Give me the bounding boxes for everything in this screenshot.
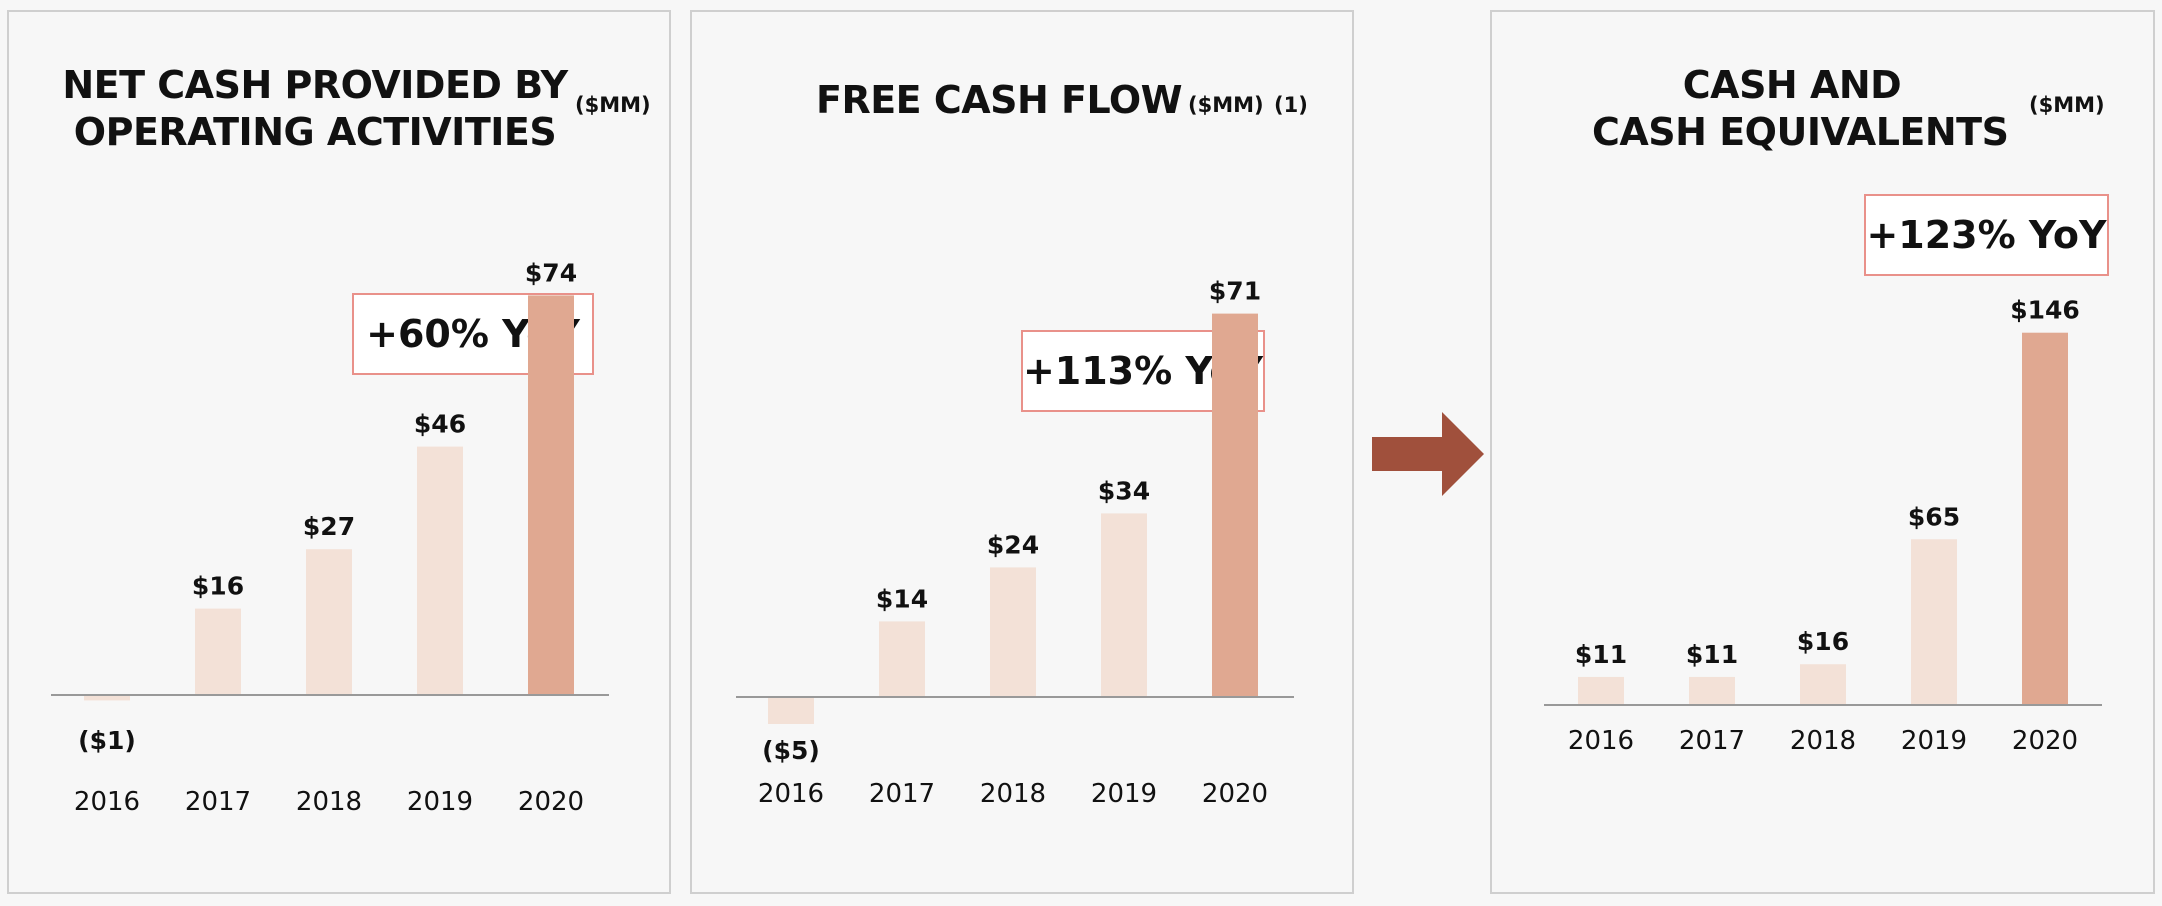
unit-label: ($MM): [575, 93, 651, 117]
data-label-2020: $146: [2010, 296, 2080, 325]
chart-title-line: FREE CASH FLOW: [816, 78, 1183, 122]
x-tick-label-2017: 2017: [869, 779, 935, 809]
bar-2019: [1101, 513, 1147, 697]
x-tick-label-2018: 2018: [296, 787, 362, 817]
x-tick-label-2019: 2019: [1091, 779, 1157, 809]
data-label-2020: $71: [1209, 277, 1261, 306]
bar-2018: [306, 549, 352, 695]
chart-panel-cash-equivalents: CASH AND CASH EQUIVALENTS ($MM) +123% Yo…: [1490, 10, 2155, 894]
x-tick-label-2020: 2020: [518, 787, 584, 817]
bar-2019: [417, 446, 463, 695]
x-tick-label-2018: 2018: [1790, 726, 1856, 756]
x-tick-label-2017: 2017: [185, 787, 251, 817]
x-tick-label-2020: 2020: [2012, 726, 2078, 756]
bar-2018: [1800, 664, 1846, 705]
x-tick-label-2019: 2019: [1901, 726, 1967, 756]
x-tick-label-2016: 2016: [758, 779, 824, 809]
chart-title-line: CASH AND: [1682, 63, 1902, 107]
chart-title: NET CASH PROVIDED BY OPERATING ACTIVITIE…: [55, 62, 575, 156]
yoy-growth-badge: +123% YoY: [1864, 194, 2109, 276]
bar-2020: [528, 295, 574, 695]
x-tick-label-2016: 2016: [74, 787, 140, 817]
data-label-2020: $74: [525, 258, 577, 287]
chart-panel-free-cash-flow: FREE CASH FLOW ($MM) (1) +113% YoY ($5) 2…: [690, 10, 1354, 894]
x-tick-label-2020: 2020: [1202, 779, 1268, 809]
bar-2020: [1212, 313, 1258, 697]
data-label-2018: $27: [303, 512, 355, 541]
data-label-2016: ($1): [78, 726, 136, 755]
unit-label: ($MM): [2029, 93, 2105, 117]
data-label-2019: $34: [1098, 476, 1150, 505]
bar-2020: [2022, 332, 2068, 705]
data-label-2017: $16: [192, 572, 244, 601]
x-tick-label-2017: 2017: [1679, 726, 1745, 756]
data-label-2019: $46: [414, 410, 466, 439]
data-label-2016: $11: [1575, 640, 1627, 669]
bar-chart: ($1) 2016 $16 2017 $27 2018 $46 2019 $74 2020: [51, 258, 609, 817]
bar-2017: [879, 621, 925, 697]
bar-2016: [84, 695, 130, 701]
chart-title: CASH AND CASH EQUIVALENTS: [1592, 62, 2009, 156]
footnote-marker: (1): [1274, 93, 1308, 117]
bar-chart: $11 2016 $11 2017 $16 2018 $65 2019 $146 2020: [1544, 296, 2102, 756]
x-tick-label-2019: 2019: [407, 787, 473, 817]
chart-title-line: NET CASH PROVIDED BY: [62, 63, 568, 107]
chart-title-line: CASH EQUIVALENTS: [1592, 110, 2009, 154]
bar-2016: [1578, 676, 1624, 705]
chart-panel-operating-cash: NET CASH PROVIDED BY OPERATING ACTIVITIE…: [7, 10, 671, 894]
data-label-2019: $65: [1908, 502, 1960, 531]
chart-title-line: OPERATING ACTIVITIES: [73, 110, 557, 154]
bar-2017: [195, 608, 241, 695]
x-tick-label-2018: 2018: [980, 779, 1046, 809]
right-arrow-icon: [1372, 412, 1484, 496]
bar-2017: [1689, 676, 1735, 705]
bar-2016: [768, 697, 814, 724]
bar-2019: [1911, 539, 1957, 705]
unit-label: ($MM): [1188, 93, 1264, 117]
data-label-2018: $16: [1797, 627, 1849, 656]
bar-chart: ($5) 2016 $14 2017 $24 2018 $34 2019 $71 2020: [736, 277, 1294, 809]
data-label-2018: $24: [987, 530, 1039, 559]
data-label-2016: ($5): [762, 736, 820, 765]
bar-2018: [990, 567, 1036, 697]
x-tick-label-2016: 2016: [1568, 726, 1634, 756]
data-label-2017: $14: [876, 584, 928, 613]
data-label-2017: $11: [1686, 640, 1738, 669]
chart-title: FREE CASH FLOW: [816, 77, 1183, 124]
